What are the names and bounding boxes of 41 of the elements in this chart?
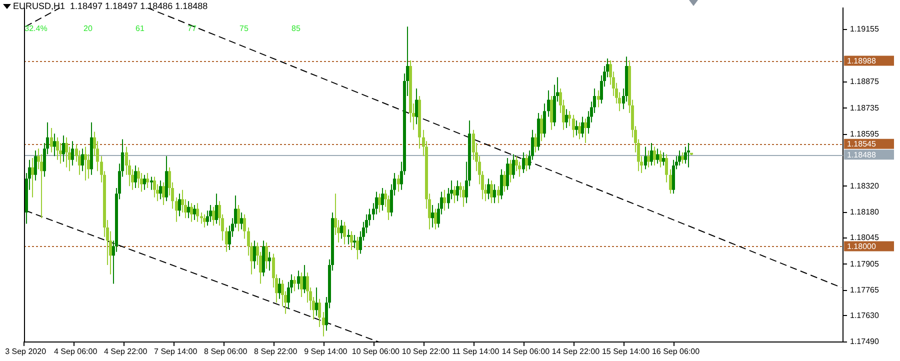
y-tick-label: 1.18875: [850, 77, 880, 86]
annotation: 32.4%: [24, 24, 48, 34]
x-tick-label: 14 Sep 06:00: [502, 347, 550, 356]
x-tick-label: 10 Sep 06:00: [352, 347, 400, 356]
y-tick-label: 1.17905: [850, 259, 880, 268]
ref-line-label: 1.18488: [847, 150, 876, 160]
x-tick-label: 16 Sep 06:00: [652, 347, 700, 356]
x-tick-label: 10 Sep 22:00: [402, 347, 450, 356]
candlestick: [84, 146, 87, 181]
y-tick-label: 1.17490: [850, 337, 880, 346]
annotation: 77: [188, 24, 196, 34]
y-tick-label: 1.18180: [850, 208, 880, 217]
y-tick-label: 1.18595: [850, 130, 880, 139]
ref-line-label: 1.18000: [847, 242, 876, 251]
x-tick-label: 8 Sep 06:00: [204, 347, 248, 356]
candlestick: [347, 229, 350, 244]
candlestick: [150, 176, 153, 190]
y-tick-label: 1.18045: [850, 233, 880, 242]
y-tick-label: 1.17630: [850, 310, 880, 320]
x-tick-label: 4 Sep 22:00: [104, 347, 148, 356]
ref-line-label: 1.18545: [847, 140, 876, 149]
x-tick-label: 15 Sep 14:00: [602, 347, 650, 356]
candlestick: [353, 234, 356, 248]
annotation: 75: [240, 24, 248, 34]
ref-line-label: 1.18988: [847, 56, 876, 66]
x-tick-label: 11 Sep 14:00: [452, 347, 500, 356]
x-tick-label: 3 Sep 2020: [5, 347, 47, 356]
candlestick: [687, 142, 690, 168]
annotation: 85: [292, 24, 300, 34]
x-tick-label: 4 Sep 06:00: [54, 347, 98, 356]
x-tick-label: 7 Sep 14:00: [154, 347, 198, 356]
annotation: 61: [136, 24, 144, 34]
annotation: 20: [84, 24, 92, 34]
x-tick-label: 8 Sep 22:00: [254, 347, 298, 356]
chart-title: EURUSD,H1 1.18497 1.18497 1.18486 1.18488: [13, 1, 208, 12]
x-tick-label: 9 Sep 14:00: [304, 347, 348, 356]
y-tick-label: 1.18735: [850, 103, 880, 112]
y-tick-label: 1.17765: [850, 286, 880, 295]
y-tick-label: 1.19155: [850, 24, 880, 34]
y-tick-label: 1.18320: [850, 181, 880, 190]
x-tick-label: 14 Sep 22:00: [552, 347, 600, 356]
